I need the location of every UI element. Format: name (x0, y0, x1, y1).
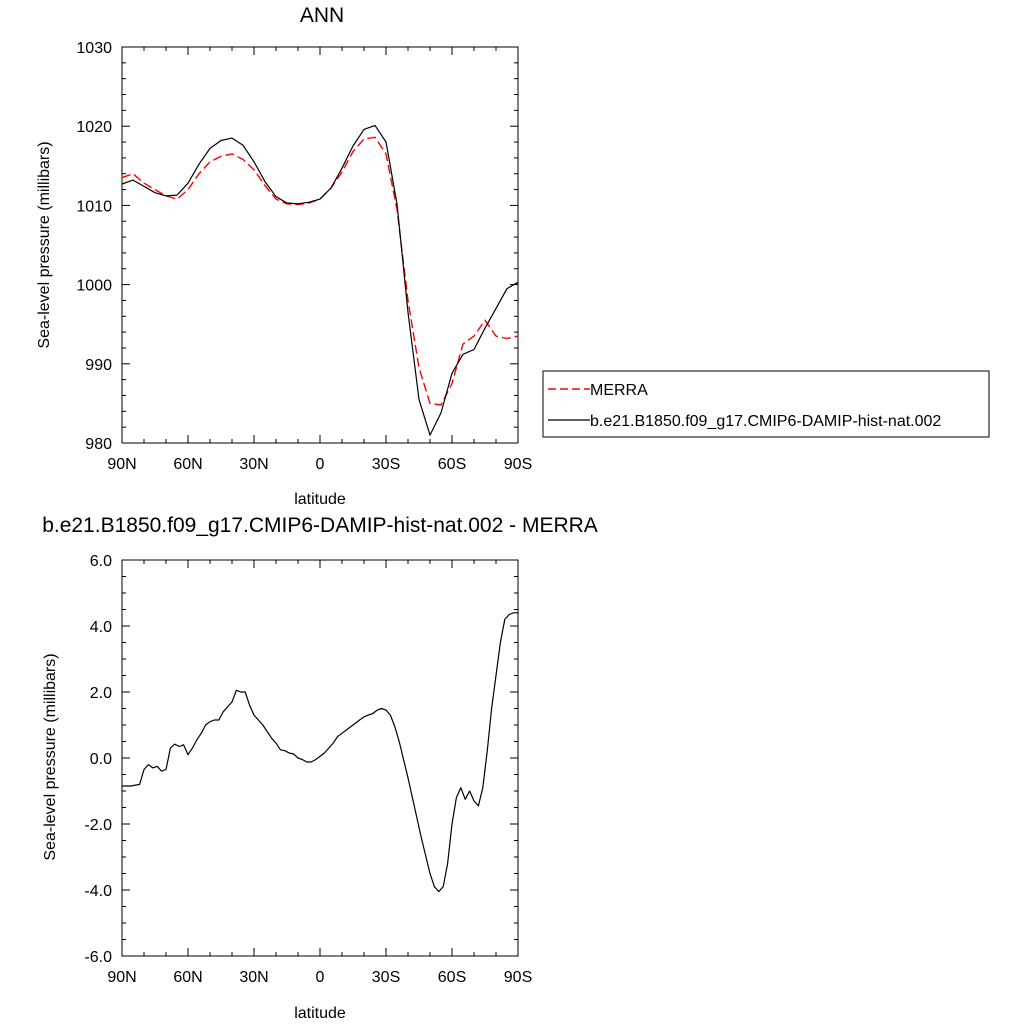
bottom-x-tick-label-2: 30N (239, 969, 268, 986)
bottom-y-tick-label-6: 6.0 (90, 553, 112, 570)
bottom-x-tick-label-5: 60S (438, 969, 466, 986)
top-x-tick-label-0: 90N (107, 456, 136, 473)
top-y-axis-label: Sea-level pressure (millibars) (36, 141, 53, 348)
top-x-tick-label-4: 30S (372, 456, 400, 473)
legend-box (542, 370, 990, 438)
bottom-y-tick-label-1: -4.0 (84, 883, 112, 900)
bottom-series-line-0 (122, 612, 518, 893)
bottom-y-tick-label-2: -2.0 (84, 817, 112, 834)
top-series-line-0 (121, 136, 519, 406)
top-x-tick-label-5: 60S (438, 456, 466, 473)
top-y-tick-label-1: 990 (85, 357, 112, 374)
bottom-y-tick-label-5: 4.0 (90, 619, 112, 636)
bottom-chart-title: b.e21.B1850.f09_g17.CMIP6-DAMIP-hist-nat… (42, 514, 598, 537)
top-plot-frame (121, 46, 519, 444)
bottom-plot-frame (121, 559, 519, 957)
bottom-panel: b.e21.B1850.f09_g17.CMIP6-DAMIP-hist-nat… (42, 514, 598, 1022)
bottom-y-tick-label-0: -6.0 (84, 949, 112, 966)
top-series-line-1 (121, 124, 519, 436)
top-x-tick-label-6: 90S (504, 456, 532, 473)
top-chart-title: ANN (300, 4, 344, 27)
top-y-tick-label-5: 1030 (76, 40, 112, 57)
top-y-tick-label-2: 1000 (76, 278, 112, 295)
top-x-tick-label-2: 30N (239, 456, 268, 473)
top-x-axis-label: latitude (294, 491, 346, 508)
bottom-x-tick-label-3: 0 (316, 969, 325, 986)
top-y-tick-label-3: 1010 (76, 198, 112, 215)
legend-model-label: b.e21.B1850.f09_g17.CMIP6-DAMIP-hist-nat… (590, 413, 941, 430)
bottom-x-tick-label-0: 90N (107, 969, 136, 986)
top-x-tick-label-3: 0 (316, 456, 325, 473)
top-x-tick-label-1: 60N (173, 456, 202, 473)
bottom-x-tick-label-1: 60N (173, 969, 202, 986)
bottom-x-tick-label-6: 90S (504, 969, 532, 986)
bottom-y-axis-label: Sea-level pressure (millibars) (42, 653, 59, 860)
bottom-y-tick-label-3: 0.0 (90, 751, 112, 768)
bottom-x-tick-label-4: 30S (372, 969, 400, 986)
legend-merra-label: MERRA (590, 382, 648, 399)
top-y-tick-label-0: 980 (85, 436, 112, 453)
top-y-tick-label-4: 1020 (76, 119, 112, 136)
top-plot-area: 90N 60N 30N 0 30S 60S 90S 980 990 1000 1010 1020 103… (76, 40, 532, 473)
bottom-x-axis-label: latitude (294, 1005, 346, 1022)
top-panel: ANN 90N 60N 30N 0 30S 60S 90S 980 990 1000 1010 102… (36, 4, 532, 508)
bottom-y-tick-label-4: 2.0 (90, 685, 112, 702)
top-legend: MERRA b.e21.B1850.f09_g17.CMIP6-DAMIP-hi… (542, 370, 990, 438)
bottom-plot-area: 90N 60N 30N 0 30S 60S 90S -6.0 -4.0 -2.0 0.0 2.0 4.0… (84, 553, 532, 986)
